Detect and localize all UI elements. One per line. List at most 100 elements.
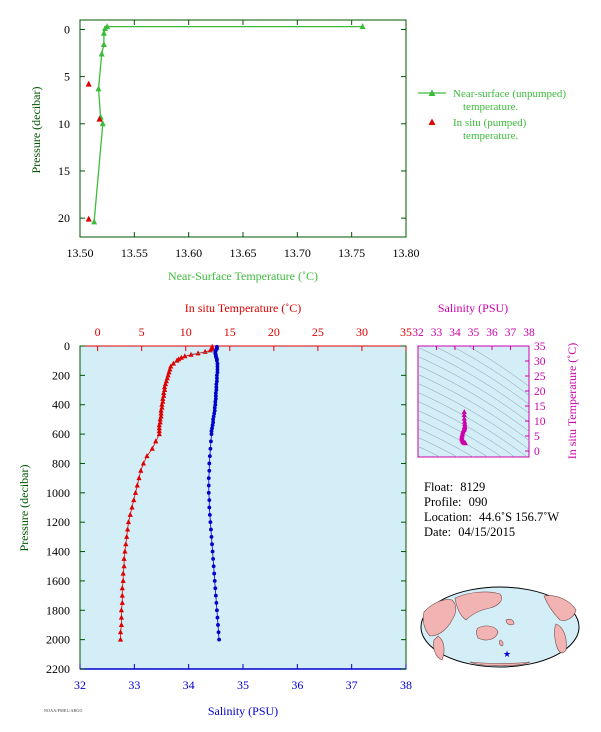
density-contour-line: [418, 446, 441, 457]
salinity-point: [215, 370, 220, 375]
density-contour-line: [418, 383, 529, 450]
ts-diagram: 32 33 34 35 36 37 38 0 5 10 15 20 25 30 35 Salinity (…: [412, 301, 579, 460]
temperature-point: [144, 453, 150, 459]
footer-credit: NOAA/PMEL/ARGO: [44, 708, 83, 713]
ts-ytick-label: 5: [534, 431, 540, 443]
density-contour-line: [418, 356, 529, 423]
map-land: [422, 591, 577, 667]
salinity-point: [207, 461, 212, 466]
salinity-point: [206, 476, 211, 481]
salinity-point: [206, 490, 211, 495]
ts-ytick-label: 10: [534, 416, 546, 428]
near-surface-point: [91, 218, 98, 225]
density-contour-line: [418, 410, 503, 457]
profile-ylabel: Pressure (decibar): [17, 465, 31, 552]
world-map: ★: [420, 586, 580, 668]
location-label: Location:: [424, 510, 472, 524]
temperature-point: [161, 384, 168, 390]
profile-ytick-label: 400: [52, 398, 70, 412]
surface-connector-line: [190, 351, 213, 355]
profile-ytick-label: 200: [52, 368, 70, 382]
temperature-point: [118, 607, 125, 613]
near-surface-chart: 13.50 13.55 13.60 13.65 13.70 13.75 13.80 0 5 10…: [29, 19, 566, 283]
temperature-tick-label: 30: [356, 325, 368, 339]
legend-near-surface-label-2: temperature.: [463, 101, 519, 113]
temperature-axis-title: In situ Temperature (˚C): [185, 301, 302, 315]
near-surface-ylabel: Pressure (decibar): [29, 87, 43, 174]
temperature-point: [120, 570, 126, 576]
salinity-point: [209, 527, 213, 532]
ts-point: [462, 440, 468, 446]
salinity-point: [210, 426, 214, 431]
temperature-point: [136, 475, 142, 481]
salinity-point: [214, 382, 219, 387]
in-situ-point: [85, 215, 92, 222]
near-surface-point: [95, 85, 102, 92]
temperature-point: [117, 636, 124, 642]
ts-plot-frame: [417, 345, 530, 458]
near-surface-point: [98, 50, 105, 57]
near-surface-ytick-label: 5: [64, 70, 70, 84]
near-surface-plot-frame: [79, 19, 407, 238]
salinity-tick-label: 38: [400, 678, 412, 692]
temperature-tick-label: 25: [312, 325, 324, 339]
near-surface-ytick-label: 20: [58, 211, 70, 225]
legend-near-surface-label-1: Near-surface (unpumped): [453, 88, 566, 100]
temperature-point: [125, 519, 132, 525]
temperature-tick-label: 0: [95, 325, 101, 339]
ts-ylabel: In situ Temperature (˚C): [565, 343, 579, 460]
temperature-point: [157, 416, 163, 422]
temperature-tick-label: 35: [400, 325, 412, 339]
salinity-point: [207, 468, 212, 473]
density-contour-line: [418, 365, 529, 432]
salinity-point: [209, 432, 214, 436]
temperature-point: [207, 347, 213, 353]
temperature-point: [124, 526, 131, 532]
near-surface-ytick-label: 0: [64, 22, 70, 36]
salinity-point: [213, 396, 218, 401]
salinity-point: [215, 373, 219, 378]
salinity-point: [213, 399, 218, 404]
temperature-point: [158, 410, 164, 416]
near-surface-point: [101, 24, 108, 31]
ts-xtick-label: 34: [449, 327, 461, 339]
salinity-point: [211, 420, 216, 425]
float-label: Float:: [424, 480, 454, 494]
profile-chart: 0 5 10 15 20 25 30 35 32 33 34 35 36 37 38 0 200 400 600…: [17, 301, 412, 718]
temperature-point: [188, 351, 194, 357]
temperature-point: [156, 422, 162, 428]
legend-in-situ-label-2: temperature.: [463, 130, 519, 142]
salinity-point: [215, 361, 220, 366]
in-situ-point: [85, 80, 92, 87]
profile-ytick-label: 1800: [46, 603, 70, 617]
salinity-tick-label: 36: [291, 678, 303, 692]
salinity-point: [214, 601, 219, 605]
salinity-tick-label: 35: [237, 678, 249, 692]
salinity-point: [212, 405, 217, 410]
near-surface-xtick-label: 13.80: [393, 246, 420, 260]
temperature-point: [138, 467, 144, 473]
temperature-point: [120, 577, 126, 583]
salinity-tick-label: 32: [74, 678, 86, 692]
date-label: Date:: [424, 525, 452, 539]
profile-value: 090: [468, 495, 488, 509]
salinity-point: [210, 549, 215, 554]
ts-point: [461, 409, 467, 414]
float-info-panel: Float: 8129 Profile: 090 Location: 44.6˚…: [424, 480, 559, 540]
density-contour-line: [433, 346, 529, 405]
near-surface-ytick-label: 10: [58, 117, 70, 131]
temperature-point: [129, 504, 135, 510]
salinity-point: [215, 379, 219, 384]
temperature-point: [170, 360, 176, 366]
salinity-point: [213, 593, 218, 598]
salinity-point: [214, 388, 219, 392]
salinity-point: [212, 408, 217, 413]
density-contour-line: [467, 346, 529, 387]
salinity-point: [217, 637, 221, 642]
near-surface-xtick-label: 13.70: [284, 246, 311, 260]
temperature-point: [160, 395, 166, 401]
salinity-point: [209, 439, 213, 444]
profile-ytick-label: 0: [64, 339, 70, 353]
temperature-point: [122, 548, 128, 554]
profile-ytick-label: 1000: [46, 486, 70, 500]
